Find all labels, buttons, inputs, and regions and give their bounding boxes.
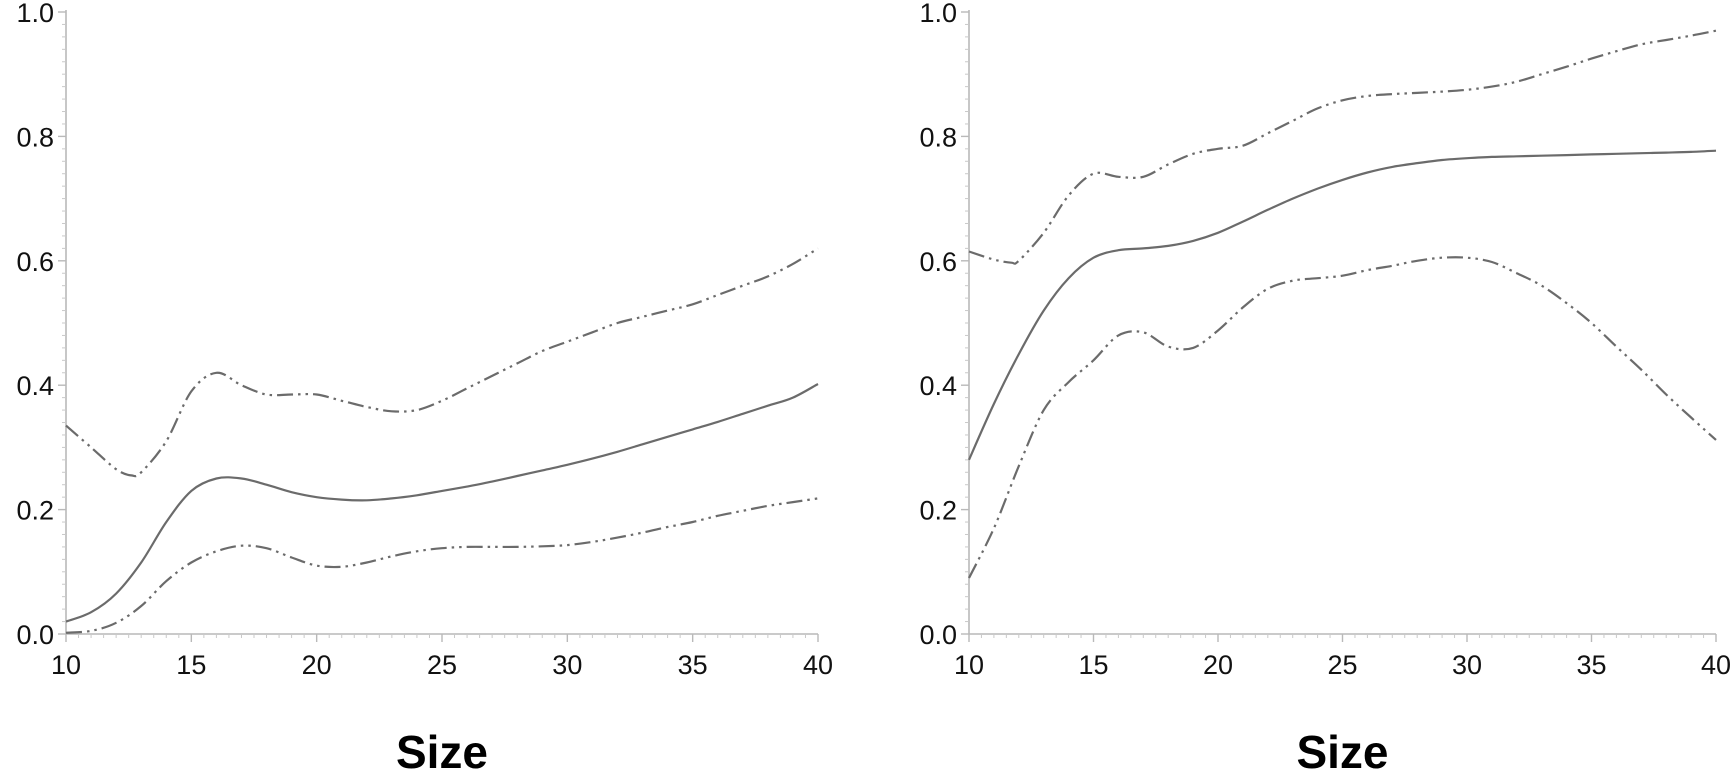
right-y-tick-label: 0.0 [919,620,957,650]
right-x-tick-label: 30 [1452,650,1482,680]
left-y-tick-label: 0.8 [16,122,54,152]
left-x-tick-label: 10 [51,650,81,680]
right-y-tick-label: 0.4 [919,371,957,401]
left-y-tick-label: 0.2 [16,496,54,526]
right-estimate-line [967,149,1717,461]
left-y-tick-label: 0.4 [16,371,54,401]
right-x-tick-label: 35 [1576,650,1606,680]
left-x-tick-label: 15 [176,650,206,680]
right-chart-panel: 10 15 20 25 30 35 40 0.0 0.2 0.4 0.6 0.8 1.0 Size [919,0,1730,778]
left-x-axis-title: Size [396,726,488,778]
right-x-tick-label: 40 [1701,650,1730,680]
left-x-tick-label: 25 [427,650,457,680]
left-upper-bound-line [65,247,819,478]
left-y-tick-label: 1.0 [16,0,54,28]
left-x-tick-label: 20 [302,650,332,680]
right-y-tick-label: 0.2 [919,496,957,526]
right-y-tick-label: 0.8 [919,122,957,152]
right-x-tick-label: 10 [954,650,984,680]
right-x-tick-label: 15 [1078,650,1108,680]
right-y-tick-label: 0.6 [919,247,957,277]
left-y-tick-label: 0.6 [16,247,54,277]
right-x-tick-label: 25 [1327,650,1357,680]
left-chart-panel: 10 15 20 25 30 35 40 0.0 0.2 0.4 0.6 0.8 1.0 Size [16,0,833,778]
right-y-tick-label: 1.0 [919,0,957,28]
right-upper-bound-line [968,29,1717,265]
right-lower-bound-line [968,256,1717,579]
left-lower-bound-line [65,497,819,634]
left-y-tick-label: 0.0 [16,620,54,650]
right-x-tick-label: 20 [1203,650,1233,680]
right-x-axis-title: Size [1296,726,1388,778]
left-estimate-line [65,383,819,623]
left-x-tick-label: 30 [552,650,582,680]
left-x-tick-label: 40 [803,650,833,680]
left-x-tick-label: 35 [678,650,708,680]
